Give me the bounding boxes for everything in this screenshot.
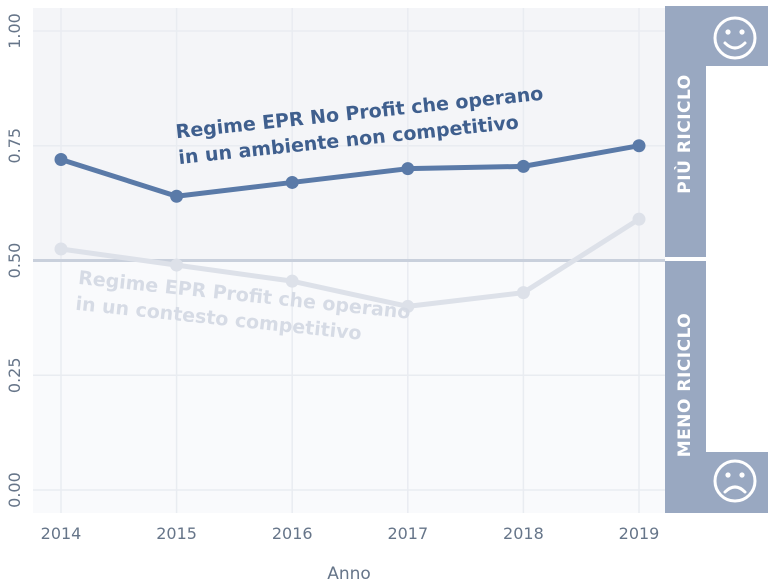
data-point-series-0-2018	[516, 159, 530, 173]
y-tick-label-2: 0.50	[5, 243, 24, 279]
series-line-1	[58, 216, 642, 309]
less-recycling-label: MENO RICICLO	[675, 313, 695, 458]
series-line-0	[58, 143, 642, 199]
data-point-series-1-2018	[516, 286, 530, 300]
data-point-series-1-2016	[285, 274, 299, 288]
y-tick-label-1: 0.25	[5, 357, 24, 393]
x-tick-label-2014: 2014	[41, 524, 82, 543]
y-tick-label-4: 1.00	[5, 13, 24, 49]
data-point-series-1-2015	[170, 258, 184, 272]
x-tick-label-2015: 2015	[156, 524, 197, 543]
data-point-series-0-2015	[170, 189, 184, 203]
data-point-series-1-2019	[632, 212, 646, 226]
less-recycling-band: MENO RICICLO	[665, 261, 768, 513]
data-point-series-1-2014	[54, 242, 68, 256]
sad-face-icon	[713, 459, 757, 503]
data-point-series-0-2016	[285, 175, 299, 189]
y-tick-label-0: 0.00	[5, 472, 24, 508]
smiley-face-icon	[713, 16, 757, 60]
x-tick-label-2018: 2018	[503, 524, 544, 543]
x-axis-ticks: 2014 2015 2016 2017 2018 2019	[41, 524, 660, 543]
data-point-series-0-2019	[632, 139, 646, 153]
upper-region-shade	[33, 8, 665, 259]
more-recycling-band: PIÙ RICICLO	[665, 6, 768, 257]
x-tick-label-2019: 2019	[619, 524, 660, 543]
more-recycling-band-shape	[665, 6, 768, 257]
y-tick-label-3: 0.75	[5, 128, 24, 164]
data-point-series-1-2017	[401, 299, 415, 313]
series-layer	[54, 139, 646, 313]
y-axis-ticks: 0.00 0.25 0.50 0.75 1.00	[5, 13, 24, 508]
data-point-series-0-2017	[401, 162, 415, 176]
less-recycling-band-shape	[665, 261, 768, 513]
x-axis-title: Anno	[327, 564, 371, 584]
x-tick-label-2017: 2017	[387, 524, 428, 543]
more-recycling-label: PIÙ RICICLO	[673, 74, 695, 193]
x-tick-label-2016: 2016	[272, 524, 313, 543]
data-point-series-0-2014	[54, 153, 68, 166]
